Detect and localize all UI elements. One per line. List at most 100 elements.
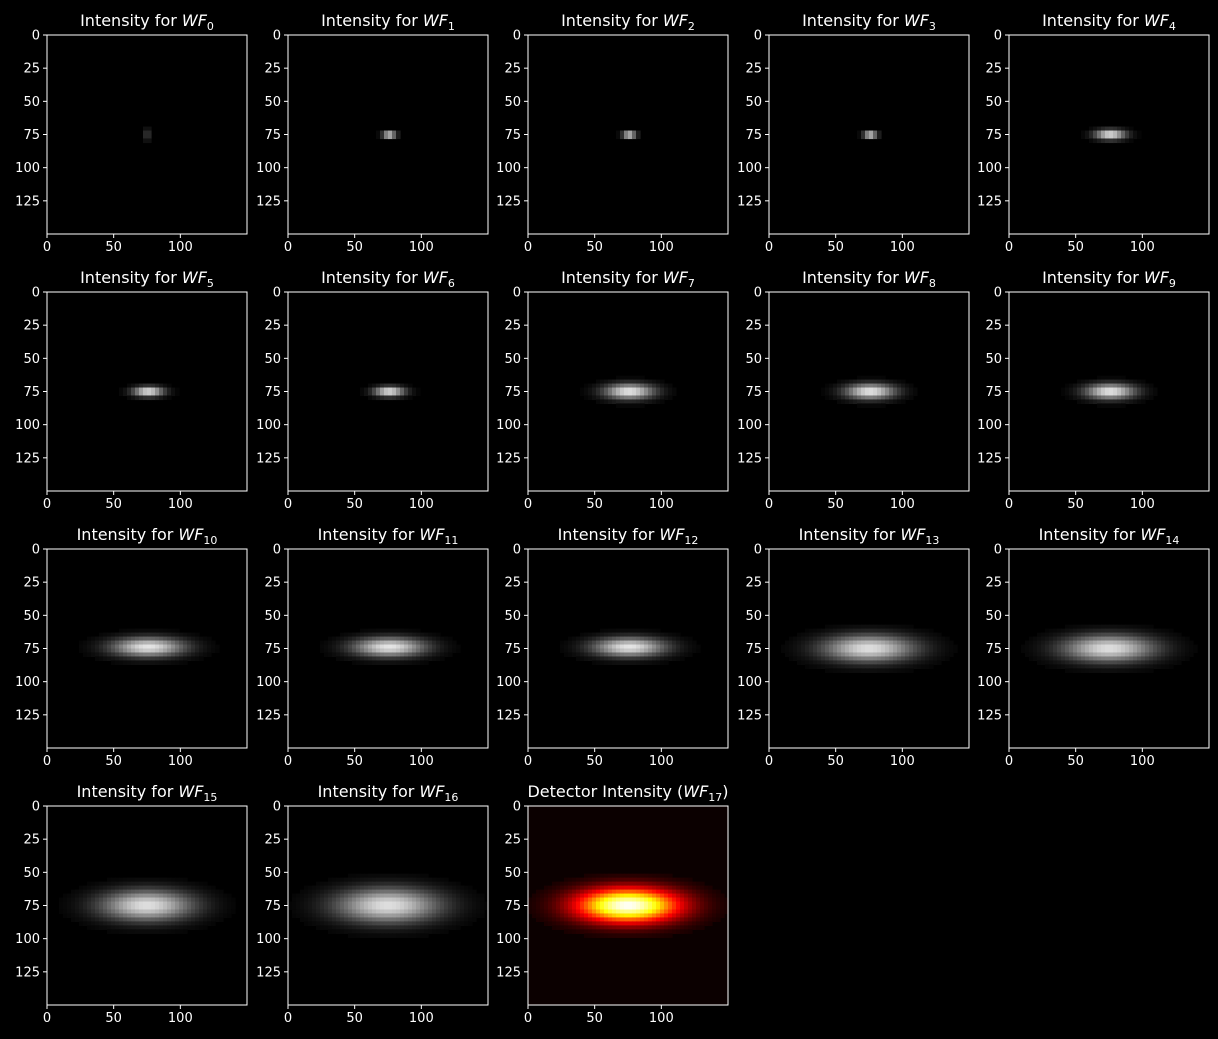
intensity-pixel	[476, 901, 481, 907]
intensity-pixel	[175, 913, 180, 919]
intensity-pixel	[628, 632, 633, 638]
intensity-pixel	[636, 644, 641, 650]
intensity-pixel	[412, 913, 417, 919]
y-tick-label: 50	[504, 866, 521, 881]
intensity-pixel	[544, 889, 549, 895]
intensity-pixel	[893, 648, 898, 654]
intensity-pixel	[628, 873, 633, 879]
title-variable: WF	[683, 782, 709, 801]
intensity-pixel	[841, 628, 846, 634]
y-tick-label: 100	[496, 161, 521, 176]
intensity-pixel	[825, 644, 830, 650]
intensity-pixel	[428, 905, 433, 911]
intensity-pixel	[668, 644, 673, 650]
intensity-pixel	[1133, 660, 1138, 666]
intensity-pixel	[632, 893, 637, 899]
intensity-pixel	[628, 901, 633, 907]
intensity-pixel	[119, 628, 124, 634]
intensity-pixel	[436, 636, 441, 642]
intensity-pixel	[187, 897, 192, 903]
intensity-pixel	[91, 652, 96, 658]
intensity-pixel	[853, 660, 858, 666]
intensity-pixel	[1037, 636, 1042, 642]
intensity-pixel	[909, 640, 914, 646]
intensity-pixel	[588, 897, 593, 903]
intensity-pixel	[103, 644, 108, 650]
intensity-pixel	[644, 391, 649, 397]
intensity-pixel	[211, 897, 216, 903]
subplot-title: Intensity for WF13	[799, 525, 940, 547]
intensity-pixel	[1045, 652, 1050, 658]
intensity-pixel	[151, 387, 156, 393]
intensity-pixel	[183, 917, 188, 923]
intensity-pixel	[436, 877, 441, 883]
intensity-pixel	[576, 636, 581, 642]
x-tick-label: 0	[524, 497, 532, 512]
intensity-pixel	[905, 624, 910, 630]
x-tick-label: 0	[765, 754, 773, 769]
intensity-pixel	[416, 933, 421, 938]
intensity-pixel	[937, 660, 942, 666]
subplot-title: Intensity for WF14	[1039, 525, 1180, 547]
intensity-pixel	[1141, 387, 1146, 393]
intensity-pixel	[171, 877, 176, 883]
intensity-pixel	[416, 925, 421, 930]
intensity-pixel	[292, 893, 297, 899]
intensity-pixel	[1105, 130, 1110, 136]
intensity-pixel	[147, 889, 152, 895]
intensity-pixel	[664, 395, 669, 401]
intensity-pixel	[1109, 628, 1114, 634]
intensity-pixel	[171, 636, 176, 642]
intensity-pixel	[147, 652, 152, 658]
intensity-pixel	[592, 881, 597, 887]
intensity-pixel	[1097, 391, 1102, 397]
intensity-pixel	[596, 897, 601, 903]
intensity-pixel	[877, 387, 882, 393]
intensity-pixel	[596, 391, 601, 397]
intensity-pixel	[588, 391, 593, 397]
intensity-pixel	[1121, 648, 1126, 654]
intensity-pixel	[813, 628, 818, 634]
y-tick-label: 125	[15, 194, 40, 209]
intensity-pixel	[1153, 640, 1158, 646]
intensity-pixel	[396, 901, 401, 907]
intensity-pixel	[360, 644, 365, 650]
x-tick-label: 100	[409, 497, 434, 512]
intensity-pixel	[1093, 656, 1098, 662]
intensity-pixel	[596, 644, 601, 650]
y-tick-label: 75	[264, 899, 281, 914]
intensity-pixel	[612, 636, 617, 642]
intensity-pixel	[712, 917, 717, 923]
intensity-pixel	[456, 913, 461, 919]
intensity-pixel	[917, 628, 922, 634]
intensity-pixel	[195, 632, 200, 638]
intensity-pixel	[560, 881, 565, 887]
intensity-pixel	[344, 917, 349, 923]
y-tick-label: 125	[496, 708, 521, 723]
intensity-pixel	[580, 656, 585, 662]
intensity-pixel	[849, 656, 854, 662]
intensity-pixel	[175, 917, 180, 923]
intensity-pixel	[668, 636, 673, 642]
x-tick-label: 100	[168, 754, 193, 769]
intensity-pixel	[592, 877, 597, 883]
intensity-pixel	[684, 644, 689, 650]
intensity-pixel	[624, 399, 629, 405]
intensity-pixel	[135, 648, 140, 654]
intensity-pixel	[893, 656, 898, 662]
intensity-pixel	[897, 664, 902, 669]
intensity-pixel	[612, 652, 617, 658]
title-subscript: 1	[448, 20, 455, 33]
intensity-pixel	[147, 909, 152, 915]
subplot-title: Intensity for WF3	[802, 11, 936, 33]
intensity-pixel	[861, 383, 866, 389]
intensity-pixel	[825, 632, 830, 638]
intensity-pixel	[175, 652, 180, 658]
intensity-pixel	[584, 929, 589, 934]
intensity-pixel	[151, 921, 156, 926]
x-tick-label: 0	[43, 754, 51, 769]
intensity-image	[857, 130, 882, 140]
intensity-pixel	[159, 881, 164, 887]
intensity-pixel	[869, 134, 874, 140]
